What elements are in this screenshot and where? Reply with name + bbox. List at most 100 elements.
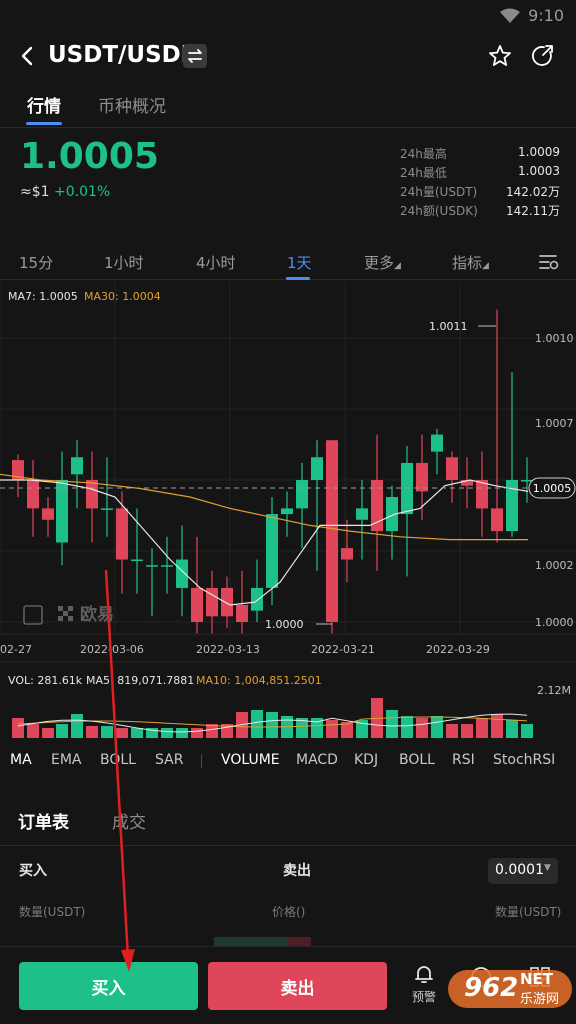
candle-body [71, 457, 83, 475]
date-tick-label: 2022-03-29 [426, 643, 490, 656]
stat-row-turnover: 24h额(USDK) 142.11万 [400, 204, 560, 218]
candle-body [356, 508, 368, 520]
swap-pair-icon[interactable] [183, 44, 207, 68]
period-more[interactable]: 更多◢ [364, 254, 401, 272]
col-price: 价格() [272, 905, 306, 919]
last-price-tag[interactable] [528, 477, 576, 499]
buy-button[interactable]: 买入 [19, 962, 198, 1010]
candle-body [341, 548, 353, 560]
ask-depth-bar [288, 937, 311, 947]
volume-bar [356, 720, 368, 738]
volume-bar [401, 716, 413, 738]
ma7-legend: MA7: 1.0005 [8, 290, 78, 303]
volume-bar [131, 728, 143, 738]
kline-chart[interactable]: MA7: 1.0005 MA30: 1.0004 1.0005 1.00101.… [0, 282, 576, 742]
period-4h[interactable]: 4小时 [196, 254, 236, 272]
candles [12, 309, 533, 634]
candle-body [176, 559, 188, 588]
ind-ma[interactable]: MA [10, 752, 32, 768]
stat-row-volume: 24h量(USDT) 142.02万 [400, 185, 560, 199]
ind-kdj[interactable]: KDJ [354, 752, 379, 768]
dropdown-triangle-icon: ◢ [482, 261, 489, 271]
status-time: 9:10 [528, 6, 564, 25]
favorite-star-icon[interactable] [487, 43, 513, 69]
last-price-tag-text: 1.0005 [533, 482, 572, 495]
price-change: +0.01% [54, 184, 111, 200]
share-icon[interactable] [530, 43, 556, 69]
vol-max-label: 2.12M [537, 684, 571, 697]
alert-button[interactable]: 预警 [404, 963, 444, 1009]
chart-settings-icon[interactable] [538, 252, 560, 272]
candle-body [146, 565, 158, 567]
tab-market[interactable]: 行情 [27, 97, 61, 117]
candle-body [386, 497, 398, 532]
low-label: 1.0000 [265, 618, 304, 631]
ind-stochrsi[interactable]: StochRSI [493, 752, 556, 768]
col-qty-left: 数量(USDT) [19, 905, 86, 919]
period-1h[interactable]: 1小时 [104, 254, 144, 272]
tab-orderbook[interactable]: 订单表 [18, 813, 69, 833]
ind-macd[interactable]: MACD [296, 752, 338, 768]
price-tick-label: 1.0010 [535, 332, 574, 345]
depth-bars [0, 937, 576, 947]
tick-size-select[interactable]: 0.0001 ▼ [488, 858, 558, 884]
volume-bar [56, 724, 68, 738]
stat-row-high: 24h最高 1.0009 [400, 145, 560, 161]
candle-body [431, 434, 443, 452]
candle-body [27, 480, 39, 509]
volume-bar [101, 726, 113, 738]
candle-body [401, 462, 413, 515]
candle-body [446, 457, 458, 480]
ticker-stats: 24h最高 1.0009 24h最低 1.0003 24h量(USDT) 142.02… [400, 145, 560, 221]
sell-button[interactable]: 卖出 [208, 962, 387, 1010]
date-axis: 02-27 2022-03-06 2022-03-13 2022-03-21 2022-… [0, 643, 490, 656]
fullscreen-icon[interactable] [23, 605, 43, 625]
period-1d[interactable]: 1天 [287, 254, 312, 272]
volume-bar [191, 728, 203, 738]
volume-bar [446, 724, 458, 738]
vol-legend: VOL: 281.61k [8, 674, 83, 687]
price-tick-label: 1.0000 [535, 616, 574, 629]
ind-ema[interactable]: EMA [51, 752, 82, 768]
header: USDT/USDK [0, 32, 576, 80]
ind-boll-sub[interactable]: BOLL [399, 752, 435, 768]
candle-body [476, 480, 488, 509]
okx-watermark: 欧易 [23, 604, 114, 625]
volume-bar [251, 710, 263, 738]
ind-sar[interactable]: SAR [155, 752, 184, 768]
watermark-cn: 乐游网 [520, 992, 560, 1007]
ind-volume[interactable]: VOLUME [221, 752, 280, 768]
date-tick-label: 2022-03-06 [80, 643, 144, 656]
bell-icon [415, 966, 433, 983]
candle-body [326, 440, 338, 622]
tab-coin-overview[interactable]: 币种概况 [98, 97, 166, 117]
candle-body [236, 604, 248, 622]
period-15m[interactable]: 15分 [19, 254, 54, 272]
wifi-icon [500, 8, 520, 23]
candle-body [131, 559, 143, 562]
volume-bar [521, 724, 533, 738]
volume-bar [161, 728, 173, 738]
volume-bar [42, 728, 54, 738]
volume-bar [116, 728, 128, 738]
volume-bar [341, 722, 353, 738]
period-indicators[interactable]: 指标◢ [452, 254, 489, 272]
date-tick-label: 02-27 [0, 643, 32, 656]
candle-body [56, 480, 68, 543]
ob-buy-label: 买入 [19, 863, 47, 879]
site-watermark: 962 NET 乐游网 [448, 966, 572, 1016]
volume-bar [506, 720, 518, 738]
ind-rsi[interactable]: RSI [452, 752, 475, 768]
volume-bar [476, 718, 488, 738]
volume-bar [266, 712, 278, 738]
okx-logo-icon [58, 606, 73, 621]
candle-body [461, 480, 473, 486]
ma10-legend: MA10: 1,004,851.2501 [196, 674, 322, 687]
pair-title[interactable]: USDT/USDK [48, 42, 199, 68]
chart-grid [0, 282, 576, 634]
ma30-line [0, 473, 528, 541]
approx-usd: ≈$1 [20, 184, 50, 200]
candle-body [12, 460, 24, 480]
back-arrow-icon[interactable] [14, 42, 42, 70]
volume-bar [86, 726, 98, 738]
